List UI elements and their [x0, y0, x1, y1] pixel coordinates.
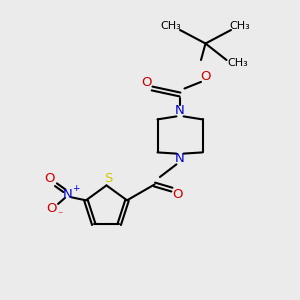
Text: O: O	[173, 188, 183, 201]
Text: +: +	[72, 184, 79, 194]
Text: ⁻: ⁻	[58, 210, 63, 220]
Text: O: O	[141, 76, 152, 89]
Text: S: S	[104, 172, 112, 185]
Text: O: O	[46, 202, 57, 215]
Text: CH₃: CH₃	[160, 21, 182, 32]
Text: N: N	[175, 152, 185, 166]
Text: CH₃: CH₃	[227, 58, 248, 68]
Text: O: O	[200, 70, 211, 83]
Text: O: O	[45, 172, 55, 185]
Text: N: N	[175, 104, 185, 118]
Text: CH₃: CH₃	[230, 21, 250, 32]
Text: N: N	[63, 188, 73, 201]
